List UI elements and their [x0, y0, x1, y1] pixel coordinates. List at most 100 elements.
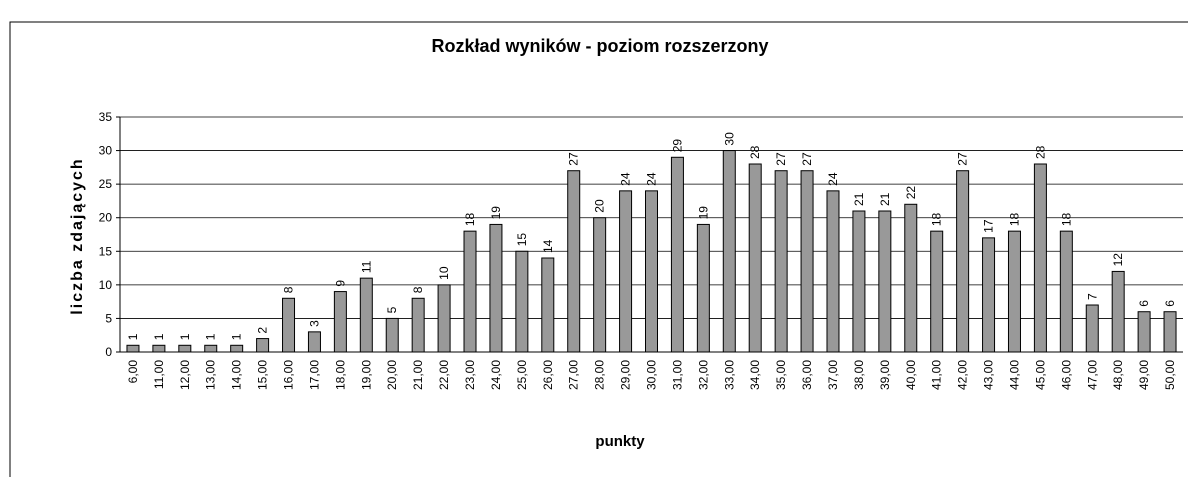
x-tick-label: 14,00 [230, 360, 244, 390]
data-label: 21 [852, 192, 866, 206]
x-tick-label: 32,00 [696, 360, 710, 390]
bar [333, 291, 347, 353]
x-tick-label: 45,00 [1033, 360, 1047, 390]
data-label: 30 [722, 132, 736, 146]
x-tick-label: 27,00 [567, 360, 581, 390]
data-label: 27 [800, 152, 814, 166]
x-tick-label: 29,00 [619, 360, 633, 390]
x-tick-label: 19,00 [359, 360, 373, 390]
bar [567, 170, 581, 353]
data-label: 22 [904, 186, 918, 200]
data-label: 12 [1111, 253, 1125, 267]
data-label: 19 [696, 206, 710, 220]
bar [956, 170, 970, 353]
x-tick-label: 39,00 [878, 360, 892, 390]
bar [359, 277, 373, 353]
data-label: 18 [1059, 212, 1073, 226]
data-label: 24 [826, 172, 840, 186]
bar [670, 156, 684, 353]
x-tick-label: 42,00 [956, 360, 970, 390]
x-tick-label: 18,00 [333, 360, 347, 390]
bar [982, 237, 996, 353]
bar [904, 203, 918, 353]
y-tick-label: 10 [99, 278, 113, 292]
bar [282, 297, 296, 353]
bar [1137, 311, 1151, 353]
data-label: 7 [1085, 293, 1099, 300]
bar [619, 190, 633, 353]
x-tick-label: 44,00 [1007, 360, 1021, 390]
data-label: 28 [1033, 145, 1047, 159]
data-label: 5 [385, 306, 399, 313]
data-label: 8 [282, 286, 296, 293]
data-label: 24 [619, 172, 633, 186]
bar [748, 163, 762, 353]
x-tick-label: 24,00 [489, 360, 503, 390]
bar [515, 250, 529, 353]
data-label: 28 [748, 145, 762, 159]
bar [645, 190, 658, 353]
y-tick-label: 35 [99, 110, 113, 124]
bar [126, 344, 140, 353]
x-tick-label: 36,00 [800, 360, 814, 390]
x-tick-label: 25,00 [515, 360, 529, 390]
y-axis-label: liczba zdających [69, 157, 86, 314]
data-label: 2 [256, 327, 270, 334]
data-label: 1 [152, 333, 166, 340]
y-tick-label: 30 [99, 144, 113, 158]
data-label: 3 [307, 320, 321, 327]
y-tick-label: 5 [105, 311, 112, 325]
chart-frame [9, 21, 1188, 477]
x-tick-label: 33,00 [722, 360, 736, 390]
x-tick-label: 34,00 [748, 360, 762, 390]
data-label: 27 [774, 152, 788, 166]
x-tick-label: 23,00 [463, 360, 477, 390]
data-label: 24 [645, 172, 659, 186]
x-tick-label: 30,00 [645, 360, 659, 390]
bar [307, 331, 321, 353]
bar [437, 284, 451, 353]
data-label: 1 [204, 333, 218, 340]
x-tick-label: 11,00 [152, 360, 166, 389]
bar [411, 297, 425, 353]
bar [826, 190, 840, 353]
x-tick-label: 41,00 [930, 360, 944, 390]
data-label: 6 [1163, 300, 1177, 307]
x-tick-label: 40,00 [904, 360, 918, 390]
bar [1033, 163, 1047, 353]
bar [800, 170, 814, 353]
bar [878, 210, 892, 353]
data-label: 6 [1137, 300, 1151, 307]
bar [178, 344, 192, 353]
x-tick-label: 46,00 [1059, 360, 1073, 390]
x-tick-label: 28,00 [593, 360, 607, 390]
data-label: 1 [126, 333, 140, 340]
x-tick-label: 26,00 [541, 360, 555, 390]
bar [722, 150, 736, 353]
x-tick-label: 38,00 [852, 360, 866, 390]
bar [1085, 304, 1099, 353]
x-tick-label: 48,00 [1111, 360, 1125, 390]
x-tick-label: 21,00 [411, 360, 425, 390]
x-tick-label: 6,00 [126, 360, 140, 384]
x-tick-label: 37,00 [826, 360, 840, 390]
x-tick-label: 13,00 [204, 360, 218, 390]
bar [1163, 311, 1177, 353]
bar [541, 257, 555, 353]
data-label: 11 [359, 260, 373, 273]
y-tick-label: 25 [99, 177, 113, 191]
x-axis-label: punkty [595, 433, 645, 450]
data-label: 14 [541, 239, 555, 253]
y-tick-label: 0 [105, 345, 112, 359]
x-tick-label: 20,00 [385, 360, 399, 390]
bar [385, 317, 399, 353]
bar [852, 210, 866, 353]
bar [1111, 270, 1125, 353]
x-tick-label: 47,00 [1085, 360, 1099, 390]
bar [463, 230, 477, 353]
bar [1007, 230, 1021, 353]
bar [696, 223, 710, 353]
data-label: 27 [956, 152, 970, 166]
bar [230, 344, 244, 353]
bar [593, 217, 607, 353]
